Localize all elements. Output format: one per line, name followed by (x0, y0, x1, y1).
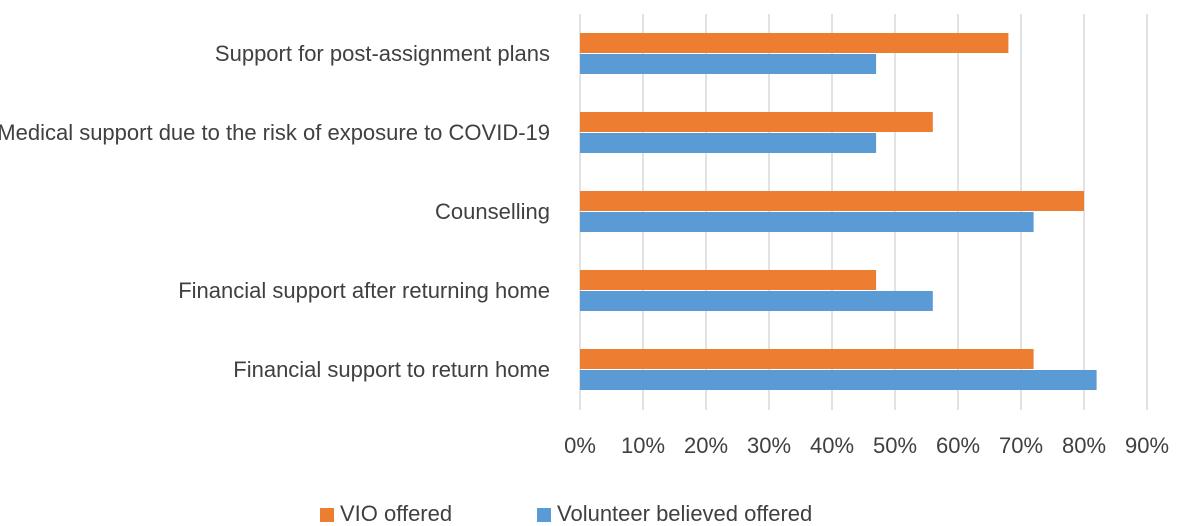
bar (580, 291, 933, 311)
legend-label: Volunteer believed offered (557, 501, 812, 526)
legend-swatch (320, 508, 334, 522)
bar (580, 133, 877, 153)
bar (580, 349, 1034, 369)
category-label: Financial support after returning home (178, 278, 550, 303)
category-label: Financial support to return home (233, 357, 550, 382)
legend-swatch (537, 508, 551, 522)
x-tick-label: 90% (1125, 433, 1169, 458)
bar (580, 112, 933, 132)
x-tick-label: 70% (999, 433, 1043, 458)
bar (580, 270, 877, 290)
category-label: Support for post-assignment plans (214, 41, 550, 66)
x-tick-label: 0% (564, 433, 596, 458)
category-label: Medical support due to the risk of expos… (0, 120, 550, 145)
legend-label: VIO offered (340, 501, 452, 526)
bar (580, 212, 1034, 232)
bar (580, 54, 877, 74)
x-tick-label: 40% (810, 433, 854, 458)
x-tick-label: 50% (873, 433, 917, 458)
x-tick-label: 20% (684, 433, 728, 458)
x-tick-label: 60% (936, 433, 980, 458)
bar (580, 33, 1009, 53)
x-tick-label: 10% (621, 433, 665, 458)
x-tick-label: 80% (1062, 433, 1106, 458)
bar (580, 191, 1084, 211)
category-label: Counselling (435, 199, 550, 224)
x-tick-label: 30% (747, 433, 791, 458)
bar (580, 370, 1097, 390)
